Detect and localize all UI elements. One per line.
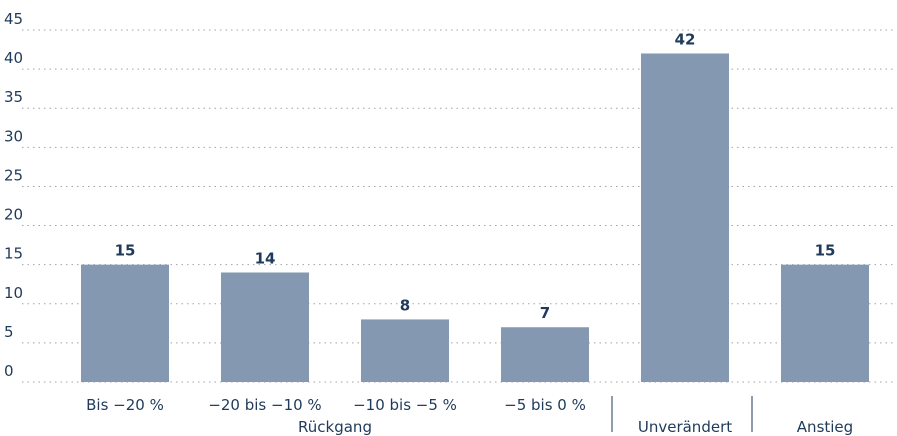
x-tick-label: Anstieg — [797, 418, 853, 436]
x-tick-label: −10 bis −5 % — [353, 396, 457, 414]
y-tick-label: 30 — [4, 127, 23, 145]
y-tick-label: 5 — [4, 323, 14, 341]
x-tick-label: −5 bis 0 % — [504, 396, 586, 414]
bar — [501, 327, 589, 382]
value-label: 42 — [675, 30, 696, 48]
bar — [641, 53, 729, 382]
x-tick-label: Bis −20 % — [86, 396, 164, 414]
x-tick-label: −20 bis −10 % — [208, 396, 321, 414]
value-label: 15 — [115, 242, 136, 260]
bar — [221, 272, 309, 382]
y-tick-label: 15 — [4, 245, 23, 263]
y-tick-label: 10 — [4, 284, 23, 302]
bar — [81, 264, 169, 382]
y-tick-label: 40 — [4, 49, 23, 67]
value-label: 8 — [400, 296, 410, 314]
value-label: 14 — [255, 249, 276, 267]
y-tick-label: 0 — [4, 362, 14, 380]
group-label: Rückgang — [298, 418, 372, 436]
y-tick-label: 20 — [4, 206, 23, 224]
y-tick-label: 45 — [4, 10, 23, 28]
y-tick-label: 25 — [4, 166, 23, 184]
bar — [781, 264, 869, 382]
bar — [361, 319, 449, 382]
x-tick-label: Unverändert — [638, 418, 732, 436]
y-tick-label: 35 — [4, 88, 23, 106]
value-label: 7 — [540, 304, 550, 322]
value-label: 15 — [815, 242, 836, 260]
